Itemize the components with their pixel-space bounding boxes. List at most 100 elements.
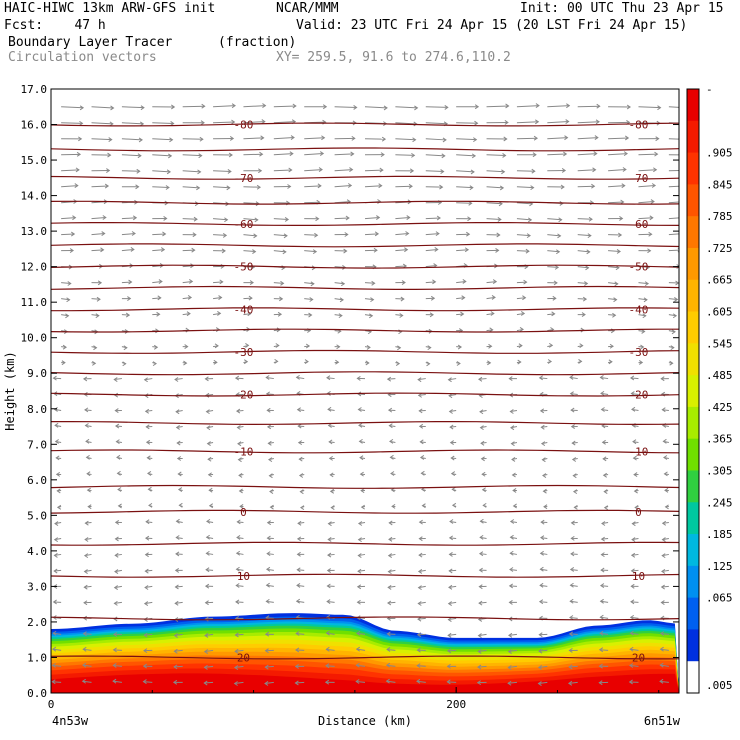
vector-head	[518, 343, 523, 349]
vector-shaft	[61, 233, 75, 236]
vector-head	[235, 599, 240, 605]
vector-shaft	[638, 282, 649, 285]
y-tick-label: 12.0	[21, 261, 48, 274]
circulation-vector	[213, 217, 229, 223]
circulation-vector	[486, 217, 502, 222]
vector-head	[206, 441, 211, 447]
vector-head	[436, 215, 441, 221]
vector-shaft	[356, 664, 366, 667]
circulation-vector	[537, 665, 548, 670]
vector-head	[601, 439, 606, 445]
vector-head	[462, 279, 467, 284]
circulation-vector	[598, 647, 609, 653]
vector-head	[442, 137, 447, 143]
circulation-vector	[608, 151, 628, 157]
vector-head	[623, 151, 628, 157]
circulation-vector	[486, 327, 494, 333]
vector-head	[253, 233, 258, 239]
vector-head	[147, 486, 152, 492]
circulation-vector	[61, 183, 79, 188]
circulation-vector	[456, 279, 467, 284]
isotherm-label: 10	[632, 570, 645, 583]
vector-head	[176, 440, 181, 446]
vector-head	[315, 216, 320, 222]
vector-head	[239, 504, 244, 509]
vector-head	[353, 105, 358, 110]
vector-shaft	[608, 282, 618, 285]
circulation-vector	[638, 167, 658, 173]
vector-head	[440, 169, 445, 174]
circulation-vector	[668, 154, 679, 156]
vector-head	[570, 551, 575, 557]
vector-head	[389, 438, 394, 444]
circulation-vector	[117, 487, 123, 492]
vector-head	[427, 345, 432, 351]
vector-head	[381, 136, 387, 142]
vector-head	[114, 519, 120, 525]
vector-head	[254, 217, 259, 223]
vector-head	[114, 552, 119, 558]
vector-shaft	[599, 649, 609, 651]
circulation-vector	[182, 247, 196, 253]
vector-shaft	[630, 377, 639, 380]
circulation-vector	[144, 535, 153, 541]
vector-head	[531, 168, 536, 174]
vector-head	[138, 137, 143, 143]
vector-shaft	[659, 680, 669, 683]
vector-shaft	[326, 665, 335, 667]
vector-shaft	[152, 233, 166, 236]
circulation-vector	[114, 552, 122, 558]
vector-head	[160, 247, 166, 253]
vector-shaft	[668, 185, 679, 188]
vector-head	[144, 552, 149, 558]
vector-head	[509, 534, 514, 540]
colorbar-swatch	[687, 184, 699, 217]
vector-head	[238, 488, 243, 494]
circulation-vector	[486, 295, 496, 300]
vector-head	[650, 199, 655, 204]
circulation-vector	[83, 569, 92, 574]
circulation-vector	[547, 168, 567, 173]
circulation-vector	[357, 537, 366, 543]
y-tick-label: 2.0	[27, 616, 47, 629]
circulation-vector	[395, 105, 419, 111]
vector-head	[449, 424, 454, 430]
isotherm-line	[51, 616, 679, 621]
circulation-vector	[567, 680, 578, 686]
circulation-vector	[390, 471, 396, 476]
vector-head	[274, 358, 279, 364]
circulation-vector	[478, 600, 487, 606]
vector-head	[417, 601, 422, 606]
vector-head	[541, 457, 546, 463]
vector-head	[644, 281, 650, 287]
circulation-vector	[577, 265, 590, 271]
vector-head	[383, 105, 388, 111]
circulation-vector	[243, 295, 253, 301]
isotherm-line	[51, 449, 679, 454]
vector-head	[227, 169, 232, 174]
vector-shaft	[175, 601, 183, 604]
vector-shaft	[508, 633, 517, 636]
vector-shaft	[600, 600, 609, 603]
vector-head	[222, 233, 228, 238]
circulation-vector	[659, 646, 669, 652]
vector-shaft	[182, 296, 192, 300]
circulation-vector	[600, 567, 609, 573]
circulation-vector	[296, 551, 305, 557]
isotherm-label: -60	[629, 218, 649, 231]
isotherm-line	[51, 349, 679, 354]
vector-head	[174, 600, 179, 606]
vector-shaft	[419, 553, 426, 556]
circulation-vector	[539, 550, 548, 556]
plot-frame	[50, 88, 680, 694]
vector-shaft	[386, 664, 396, 667]
circulation-vector	[121, 296, 132, 301]
vector-head	[588, 216, 593, 222]
circulation-vector	[121, 137, 143, 143]
vector-head	[566, 103, 571, 109]
vector-head	[416, 647, 421, 653]
vector-head	[56, 504, 62, 510]
circulation-vector	[446, 648, 457, 654]
circulation-vector	[61, 360, 66, 366]
vector-head	[298, 456, 303, 462]
